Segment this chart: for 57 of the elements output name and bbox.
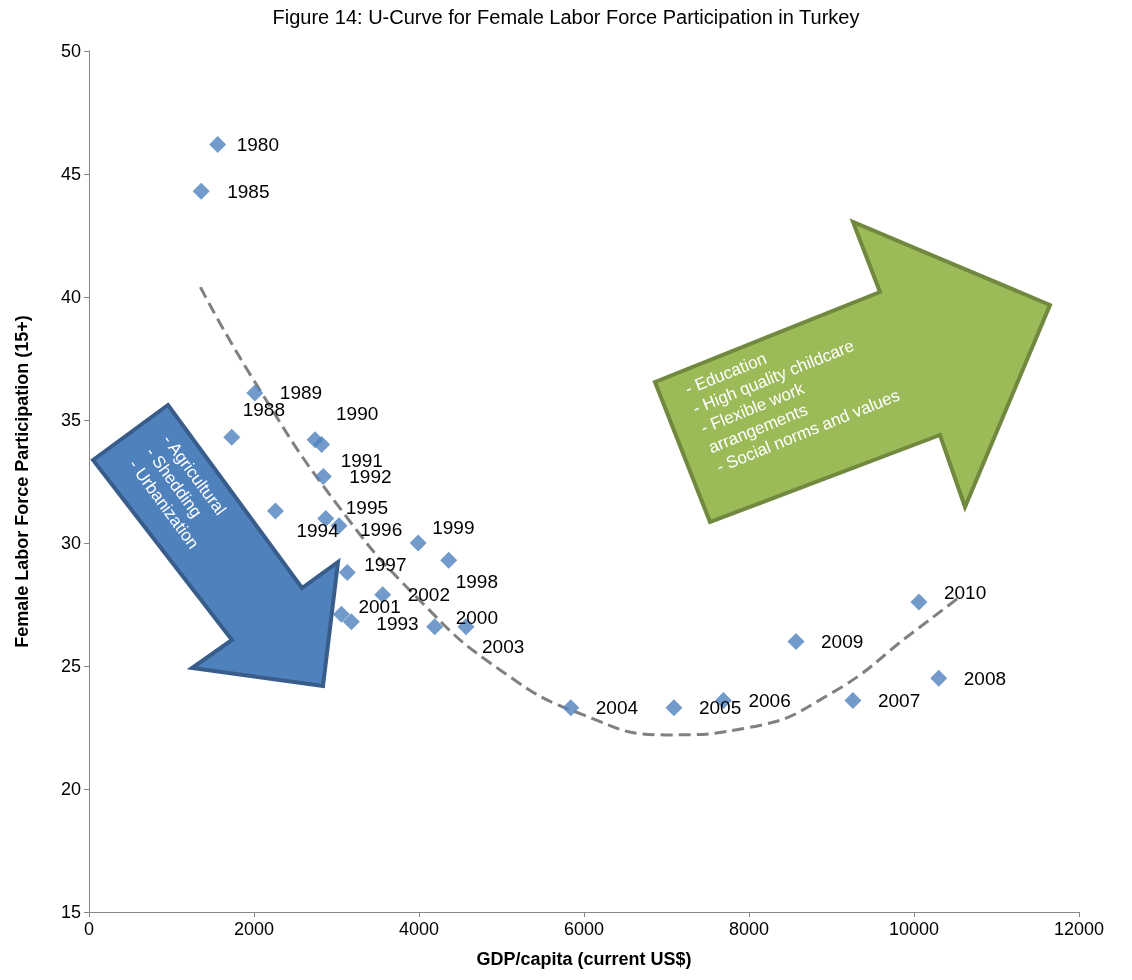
- annotation: 1997: [364, 554, 407, 576]
- point: [787, 632, 805, 650]
- chart-title: Figure 14: U-Curve for Female Labor Force Participation in Turkey: [272, 6, 860, 28]
- annotation: 1998: [455, 570, 498, 592]
- point: [440, 551, 458, 569]
- annotation: 1996: [359, 519, 403, 541]
- point: [246, 384, 264, 402]
- x-tick-label: 0: [83, 919, 95, 939]
- point: [342, 613, 360, 631]
- annotation: 1980: [236, 133, 279, 155]
- point: [332, 605, 350, 623]
- x-axis-title: GDP/capita (current US$): [476, 949, 692, 969]
- annotation: 2005: [698, 697, 742, 719]
- annotation: 1985: [227, 180, 270, 202]
- point: [409, 534, 427, 552]
- point: [209, 135, 227, 153]
- annotation: 1990: [336, 403, 379, 425]
- annotation: 2007: [877, 689, 921, 711]
- annotation: 1995: [345, 496, 389, 518]
- annotation: 2008: [963, 667, 1007, 689]
- point: [338, 564, 356, 582]
- point: [266, 502, 284, 520]
- annotation: 1994: [296, 519, 340, 541]
- annotation: 2004: [595, 697, 639, 719]
- annotation: 2003: [482, 636, 525, 658]
- x-tick-label: 12000: [1053, 919, 1105, 939]
- x-tick-label: 10000: [888, 919, 940, 939]
- x-tick-label: 4000: [398, 919, 440, 939]
- point: [665, 699, 683, 717]
- y-tick-label: 35: [60, 410, 81, 430]
- point: [562, 699, 580, 717]
- annotation: 2002: [407, 584, 450, 606]
- x-tick-label: 8000: [728, 919, 770, 939]
- annotation: 2009: [821, 630, 864, 652]
- point: [426, 618, 444, 636]
- annotation: 2010: [943, 581, 987, 603]
- point: [223, 428, 241, 446]
- point: [192, 182, 210, 200]
- annotation: 2000: [455, 607, 498, 629]
- x-tick-label: 2000: [233, 919, 275, 939]
- y-tick-label: 40: [60, 287, 81, 307]
- point: [910, 593, 928, 611]
- annotation: 1992: [349, 466, 392, 488]
- point: [844, 691, 862, 709]
- y-tick-label: 20: [60, 779, 81, 799]
- y-tick-label: 15: [60, 902, 81, 922]
- y-tick-label: 25: [60, 656, 81, 676]
- annotation: 2006: [748, 689, 791, 711]
- annotation: 1999: [432, 516, 475, 538]
- y-tick-label: 30: [60, 533, 81, 553]
- y-tick-label: 50: [60, 41, 81, 61]
- y-axis-title: Female Labor Force Participation (15+): [12, 315, 32, 648]
- point: [314, 468, 332, 486]
- y-tick-label: 45: [60, 164, 81, 184]
- point: [930, 669, 948, 687]
- x-tick-label: 6000: [563, 919, 605, 939]
- point: [313, 436, 331, 454]
